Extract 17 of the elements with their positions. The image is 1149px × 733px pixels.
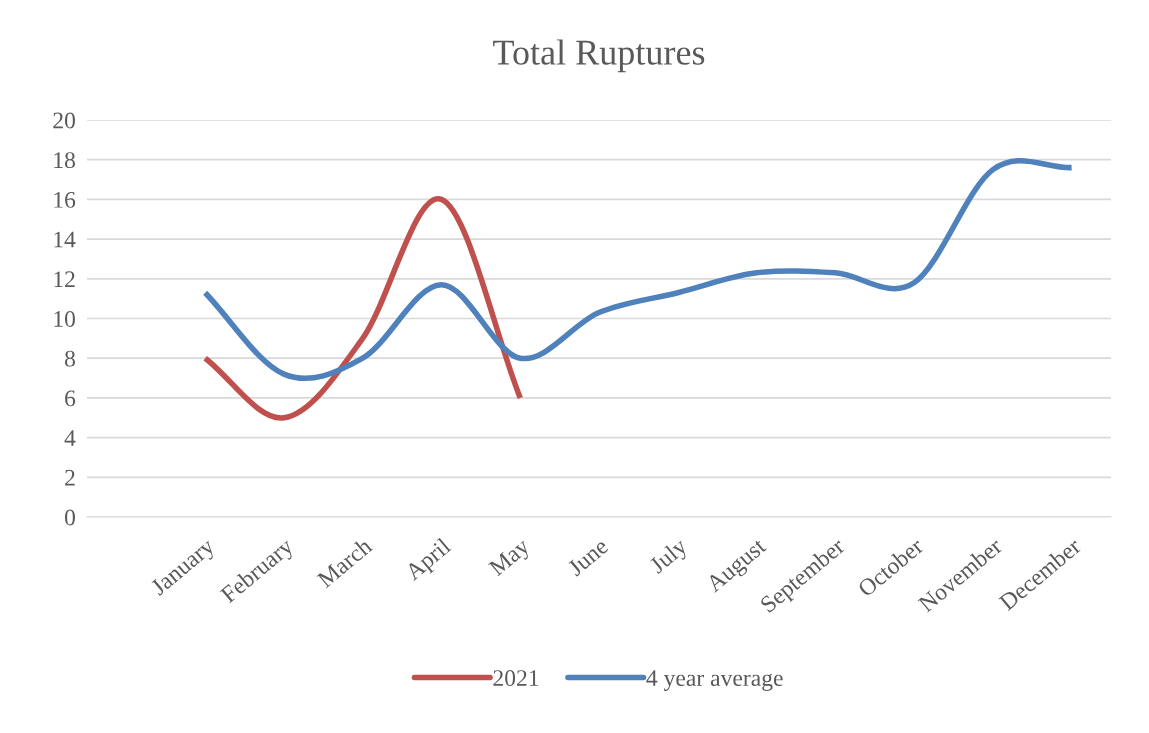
y-tick-label: 2 <box>65 469 75 486</box>
x-tick-label: June <box>566 537 610 577</box>
legend-label: 2021 <box>493 670 539 687</box>
y-tick-label: 16 <box>54 191 76 208</box>
y-tick-label: 4 <box>64 430 76 446</box>
x-tick-label: July <box>648 536 692 578</box>
y-tick-label: 10 <box>54 310 75 327</box>
legend-label: 4 year average <box>646 670 783 691</box>
y-tick-label: 8 <box>64 350 75 367</box>
y-tick-label: 0 <box>64 509 75 526</box>
chart-title: Total Ruptures <box>493 39 705 73</box>
y-tick-label: 18 <box>54 152 75 169</box>
y-tick-label: 20 <box>53 112 75 129</box>
y-tick-label: 12 <box>54 271 75 287</box>
y-tick-label: 14 <box>54 231 76 248</box>
y-tick-label: 6 <box>65 390 76 407</box>
x-tick-label: May <box>488 537 534 581</box>
